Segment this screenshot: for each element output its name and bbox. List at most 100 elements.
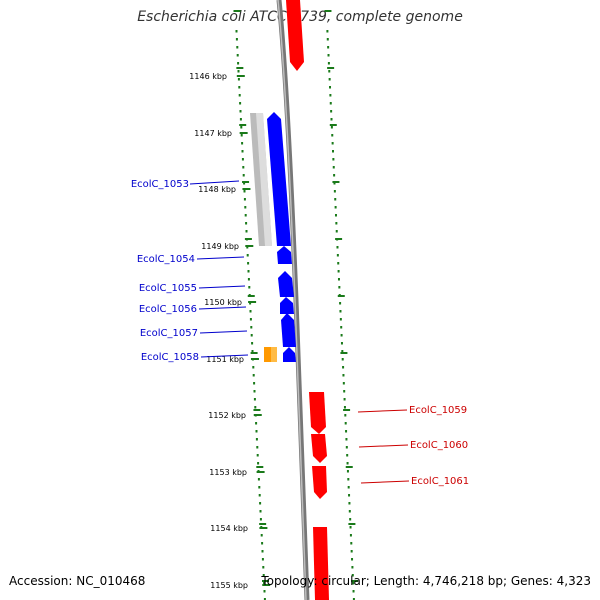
scale-dot [341, 350, 344, 353]
scale-dot [347, 478, 350, 481]
scale-dot [258, 494, 261, 497]
scale-dot [259, 518, 262, 521]
gene-label[interactable]: EcolC_1057 [140, 328, 198, 339]
scale-dot [255, 438, 258, 441]
gene-EcolC_1059[interactable] [309, 392, 326, 434]
scale-dot [253, 382, 256, 385]
scale-dot [238, 94, 241, 97]
scale-dot [333, 182, 336, 185]
scale-dot [243, 190, 246, 193]
scale-tick [345, 466, 353, 468]
major-tick [236, 75, 245, 77]
scale-tick [337, 295, 345, 297]
tick-label: 1151 kbp [206, 355, 244, 364]
gene-EcolC_1056[interactable] [280, 297, 294, 314]
scale-dot [247, 270, 250, 273]
gene-label[interactable]: EcolC_1058 [141, 352, 199, 363]
scale-dot [245, 222, 248, 225]
gene-label[interactable]: EcolC_1055 [139, 283, 197, 294]
scale-tick [262, 580, 269, 582]
forward-strand-genes [286, 0, 329, 600]
scale-dot [330, 118, 333, 121]
scale-dot [255, 430, 258, 433]
tick-label: 1148 kbp [198, 185, 236, 194]
scale-dot [236, 46, 239, 49]
scale-dot [341, 358, 344, 361]
scale-dot [330, 110, 333, 113]
scale-dot [257, 462, 260, 465]
gene-EcolC_1061[interactable] [312, 466, 327, 499]
scale-dot [350, 550, 353, 553]
scale-dot [259, 502, 262, 505]
scale-tick [236, 67, 244, 69]
gene-EcolC_1055[interactable] [278, 271, 294, 297]
orange-feature-shade [271, 347, 277, 362]
scale-dot [250, 334, 253, 337]
scale-dot [329, 102, 332, 105]
gene-label[interactable]: EcolC_1061 [411, 476, 469, 487]
gene-label[interactable]: EcolC_1053 [131, 179, 189, 190]
scale-dot [349, 518, 352, 521]
gene-top-forward[interactable] [286, 0, 304, 71]
scale-dot [336, 254, 339, 257]
scale-dot [258, 486, 261, 489]
scale-tick [343, 409, 351, 411]
gene-label[interactable]: EcolC_1059 [409, 405, 467, 416]
scale-dot [350, 542, 353, 545]
scale-tick [351, 580, 359, 582]
gene-bottom-forward[interactable] [313, 527, 329, 600]
gene-EcolC_1060[interactable] [311, 434, 327, 463]
scale-dot [249, 318, 252, 321]
scale-dot [245, 230, 248, 233]
gene-EcolC_1057[interactable] [281, 313, 296, 347]
scale-dot [332, 166, 335, 169]
major-tick [245, 245, 254, 247]
scale-dot [348, 502, 351, 505]
accession-text: Accession: NC_010468 [9, 574, 146, 588]
genome-backbone [276, 0, 310, 600]
scale-dot [338, 286, 341, 289]
scale-dot [331, 142, 334, 145]
scale-dot [256, 454, 259, 457]
major-tick [242, 188, 251, 190]
scale-dot [259, 510, 262, 513]
gene-EcolC_1054[interactable] [277, 246, 292, 264]
scale-tick [250, 352, 258, 354]
scale-dot [335, 222, 338, 225]
scale-dot [240, 134, 243, 137]
scale-dot [349, 526, 352, 529]
scale-dot [352, 590, 355, 593]
tick-label: 1149 kbp [201, 242, 239, 251]
scale-dot [328, 70, 331, 73]
scale-dot [351, 574, 354, 577]
gene-EcolC_1058[interactable] [283, 347, 296, 362]
scale-dot [342, 374, 345, 377]
scale-dot [239, 102, 242, 105]
tick-label: 1146 kbp [189, 72, 227, 81]
gene-EcolC_1053[interactable] [267, 112, 291, 246]
scale-dot [335, 230, 338, 233]
major-tick [262, 584, 271, 586]
scale-dot [339, 310, 342, 313]
scale-dot [343, 406, 346, 409]
scale-dot [255, 422, 258, 425]
gene-label[interactable]: EcolC_1056 [139, 304, 197, 315]
scale-dot [333, 190, 336, 193]
scale-dot [346, 454, 349, 457]
scale-dot [237, 70, 240, 73]
gene-label[interactable]: EcolC_1060 [410, 440, 468, 451]
scale-dot [251, 350, 254, 353]
major-tick [239, 132, 248, 134]
scale-dot [348, 494, 351, 497]
scale-dot [263, 582, 266, 585]
scale-dot [243, 198, 246, 201]
scale-dot [242, 174, 245, 177]
genome-backbone-highlight [277, 0, 307, 600]
scale-tick [324, 10, 332, 12]
scale-dot [243, 182, 246, 185]
gene-label[interactable]: EcolC_1054 [137, 254, 195, 265]
scale-dot [242, 166, 245, 169]
scale-dot [349, 534, 352, 537]
scale-tick [259, 523, 267, 525]
